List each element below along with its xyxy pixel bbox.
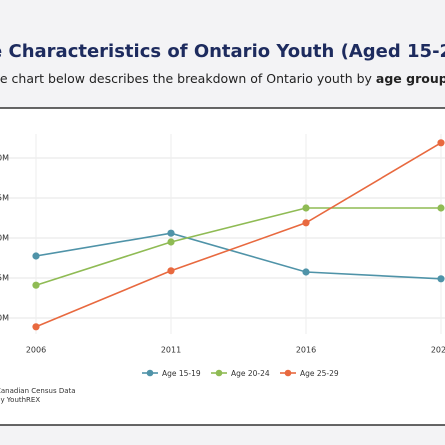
series-line <box>35 142 442 328</box>
subtitle-text: The chart below describes the breakdown … <box>0 71 376 86</box>
chart-title: Age Characteristics of Ontario Youth (Ag… <box>0 41 445 62</box>
legend-label: Age 20-24 <box>231 369 270 378</box>
series-line <box>35 207 441 286</box>
point <box>167 229 175 237</box>
chart-panel <box>0 107 445 426</box>
y-tick-label: 0.80M <box>0 314 9 323</box>
point <box>32 252 40 260</box>
point <box>32 323 40 331</box>
point <box>302 219 310 227</box>
x-tick-label: 2021 <box>431 346 445 355</box>
point <box>437 204 445 212</box>
point <box>437 275 445 283</box>
point <box>167 267 175 275</box>
point <box>437 139 445 147</box>
x-tick-label: 2011 <box>161 346 181 355</box>
legend-marker <box>284 369 292 377</box>
legend-marker <box>215 369 223 377</box>
y-tick-label: 0.95M <box>0 194 9 203</box>
y-tick-label: 1.00M <box>0 154 9 163</box>
point <box>32 281 40 289</box>
credit: by YouthREX <box>0 396 40 404</box>
y-tick-label: 0.85M <box>0 274 9 283</box>
legend-label: Age 25-29 <box>300 369 339 378</box>
subtitle-emphasis: age group <box>376 71 445 86</box>
legend-marker <box>146 369 154 377</box>
point <box>302 268 310 276</box>
point <box>167 238 175 246</box>
source: Canadian Census Data <box>0 387 76 395</box>
y-tick-label: 0.90M <box>0 234 9 243</box>
x-tick-label: 2016 <box>296 346 316 355</box>
point <box>302 204 310 212</box>
series-line <box>35 232 442 280</box>
x-tick-label: 2006 <box>26 346 46 355</box>
legend-label: Age 15-19 <box>162 369 201 378</box>
subtitle: The chart below describes the breakdown … <box>0 71 445 86</box>
